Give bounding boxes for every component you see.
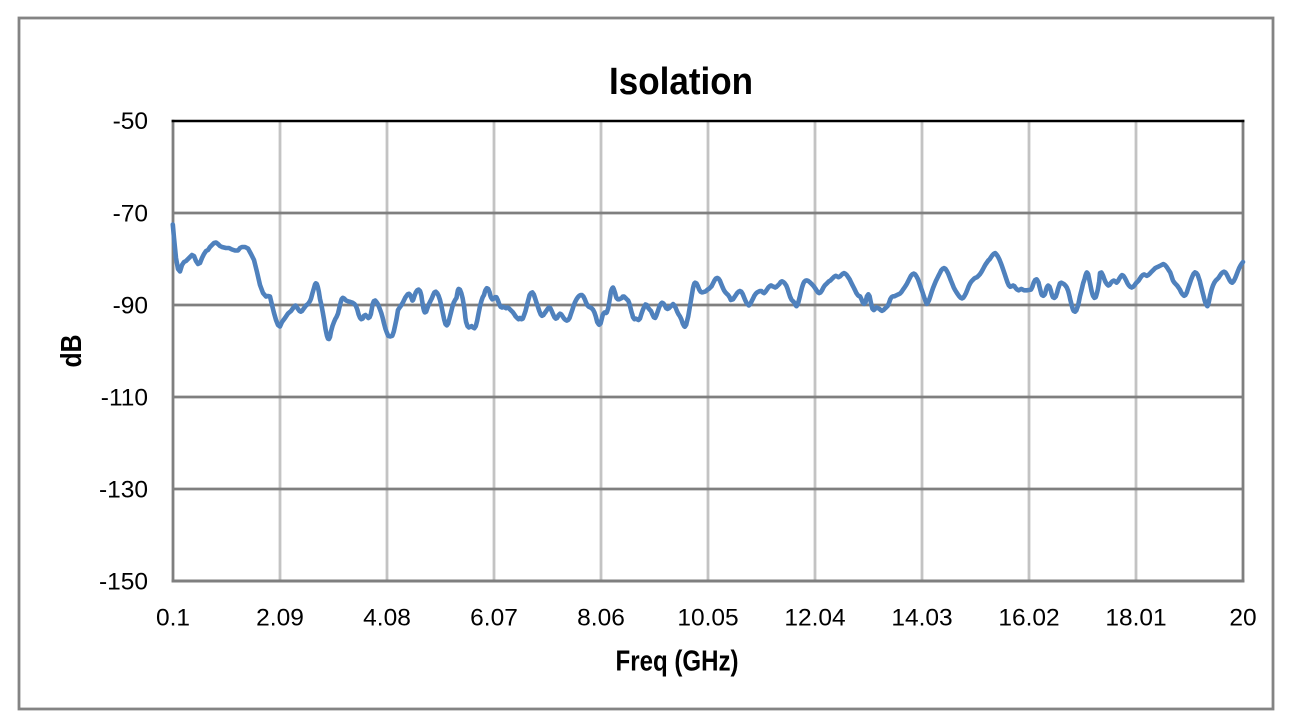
svg-text:dB: dB [56,335,88,368]
svg-text:-70: -70 [113,200,148,227]
svg-text:14.03: 14.03 [891,605,952,632]
svg-text:Freq (GHz): Freq (GHz) [616,646,739,678]
svg-text:0.1: 0.1 [156,605,190,632]
svg-text:2.09: 2.09 [256,605,304,632]
svg-text:-150: -150 [99,568,148,595]
svg-text:10.05: 10.05 [677,605,738,632]
svg-text:4.08: 4.08 [363,605,411,632]
svg-text:16.02: 16.02 [998,605,1059,632]
svg-text:-130: -130 [99,476,148,503]
svg-text:-50: -50 [113,108,148,135]
svg-text:-110: -110 [101,384,148,411]
svg-text:12.04: 12.04 [784,605,845,632]
svg-text:-90: -90 [113,292,148,319]
svg-text:18.01: 18.01 [1105,605,1166,632]
svg-text:6.07: 6.07 [470,605,518,632]
svg-text:8.06: 8.06 [577,605,625,632]
svg-text:20: 20 [1229,605,1256,632]
svg-text:Isolation: Isolation [609,61,753,103]
